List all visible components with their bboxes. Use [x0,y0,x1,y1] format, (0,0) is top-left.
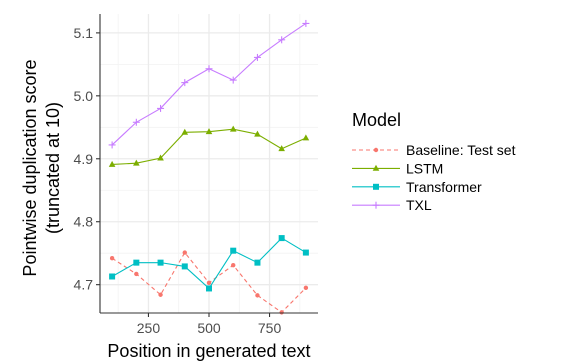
data-point-txl [132,118,140,126]
legend-item-baseline-test-set: Baseline: Test set [352,142,516,158]
y-axis-title-line-2: (truncated at 10) [43,102,63,234]
data-point-transformer [109,273,116,280]
legend-title: Model [352,110,401,130]
data-point-transformer [133,259,140,266]
data-point-baseline-test-set [158,292,163,297]
data-point-transformer [230,247,237,254]
y-tick-label: 4.9 [74,151,94,167]
y-tick-label: 5.0 [74,88,94,104]
data-point-txl [302,19,310,27]
legend-key-marker [372,164,380,171]
series-txl [108,19,310,149]
data-point-baseline-test-set [182,250,187,255]
data-point-transformer [181,263,188,270]
data-point-lstm [254,130,261,137]
y-tick-label: 5.1 [74,25,94,41]
data-point-txl [253,53,261,61]
y-axis-title-line-1: Pointwise duplication score [20,59,40,276]
data-point-transformer [254,259,261,266]
data-point-transformer [206,285,212,292]
x-tick-label: 500 [197,320,221,336]
data-point-baseline-test-set [206,280,212,285]
ticks: 4.7 4.8 4.9 5.0 5.1 250 500 750 [74,25,282,336]
data-point-txl [108,141,116,149]
data-point-baseline-test-set [279,310,284,315]
legend-item-lstm: LSTM [352,160,443,176]
data-point-transformer [302,249,309,256]
data-point-baseline-test-set [303,285,309,291]
data-point-txl [278,36,286,44]
y-tick-label: 4.8 [74,214,94,230]
data-point-lstm [302,134,310,141]
legend-item-transformer: Transformer [352,179,482,195]
data-point-baseline-test-set [255,293,260,298]
data-point-transformer [157,259,164,266]
x-axis-title: Position in generated text [107,341,310,361]
series-lstm [108,125,310,167]
legend-label: Transformer [406,179,482,195]
data-point-txl [181,79,189,87]
grid [100,14,318,313]
data-point-txl [157,104,165,112]
series-layer [108,19,310,315]
data-point-lstm [108,160,116,167]
legend-label: LSTM [406,160,443,176]
legend-key-marker [373,147,379,153]
legend-key-marker [372,201,380,209]
series-transformer [109,235,309,292]
legend: Model Baseline: Test set LSTM Transformer T… [352,110,516,213]
data-point-lstm [181,128,189,135]
legend-label: Baseline: Test set [406,142,516,158]
data-point-transformer [278,235,285,242]
x-tick-label: 750 [258,320,282,336]
legend-item-txl: TXL [352,197,432,213]
data-point-lstm [205,128,213,135]
legend-label: TXL [406,197,432,213]
y-tick-label: 4.7 [74,277,94,293]
data-point-txl [229,76,237,84]
data-point-lstm [229,125,237,132]
data-point-baseline-test-set [231,262,236,268]
data-point-baseline-test-set [134,271,139,277]
series-baseline-test-set [109,250,309,315]
x-tick-label: 250 [137,320,161,336]
data-point-txl [205,65,213,73]
legend-key-marker [373,183,379,190]
data-point-baseline-test-set [109,256,115,261]
data-point-lstm [278,145,285,152]
data-point-lstm [157,154,164,161]
data-point-lstm [133,159,140,166]
